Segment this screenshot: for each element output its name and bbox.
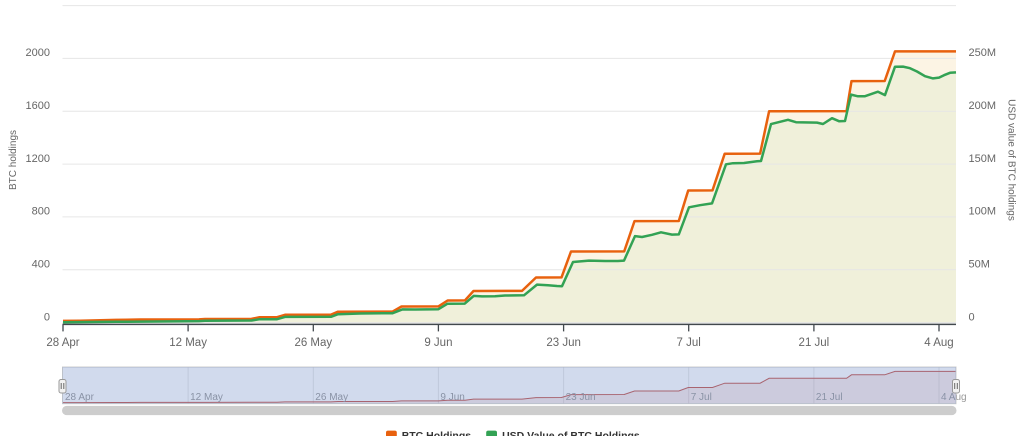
svg-text:200M: 200M [969, 100, 997, 112]
svg-text:150M: 150M [969, 153, 997, 165]
svg-text:9 Jun: 9 Jun [424, 337, 452, 349]
svg-text:1200: 1200 [26, 153, 50, 165]
svg-text:BTC holdings: BTC holdings [8, 130, 19, 190]
svg-text:7 Jul: 7 Jul [677, 337, 701, 349]
svg-text:100M: 100M [969, 206, 997, 218]
svg-text:12 May: 12 May [190, 392, 223, 403]
svg-text:4 Aug: 4 Aug [924, 337, 953, 349]
svg-text:250M: 250M [969, 47, 997, 59]
svg-text:BTC Holdings: BTC Holdings [402, 430, 472, 436]
svg-text:9 Jun: 9 Jun [440, 392, 464, 403]
svg-text:400: 400 [32, 259, 50, 271]
svg-text:50M: 50M [969, 259, 990, 271]
svg-text:23 Jun: 23 Jun [546, 337, 581, 349]
svg-text:28 Apr: 28 Apr [46, 337, 79, 349]
svg-text:21 Jul: 21 Jul [816, 392, 843, 403]
svg-text:USD Value of BTC Holdings: USD Value of BTC Holdings [502, 430, 640, 436]
svg-text:26 May: 26 May [294, 337, 332, 349]
svg-text:0: 0 [969, 311, 975, 323]
svg-text:21 Jul: 21 Jul [799, 337, 830, 349]
svg-text:7 Jul: 7 Jul [691, 392, 712, 403]
svg-text:800: 800 [32, 206, 50, 218]
svg-text:USD value of BTC holdings: USD value of BTC holdings [1006, 99, 1017, 221]
svg-text:23 Jun: 23 Jun [566, 392, 596, 403]
svg-text:0: 0 [44, 311, 50, 323]
svg-text:26 May: 26 May [315, 392, 348, 403]
svg-text:12 May: 12 May [169, 337, 207, 349]
svg-text:1600: 1600 [26, 100, 50, 112]
svg-text:2000: 2000 [26, 47, 50, 59]
svg-text:28 Apr: 28 Apr [65, 392, 95, 403]
svg-text:4 Aug: 4 Aug [941, 392, 967, 403]
